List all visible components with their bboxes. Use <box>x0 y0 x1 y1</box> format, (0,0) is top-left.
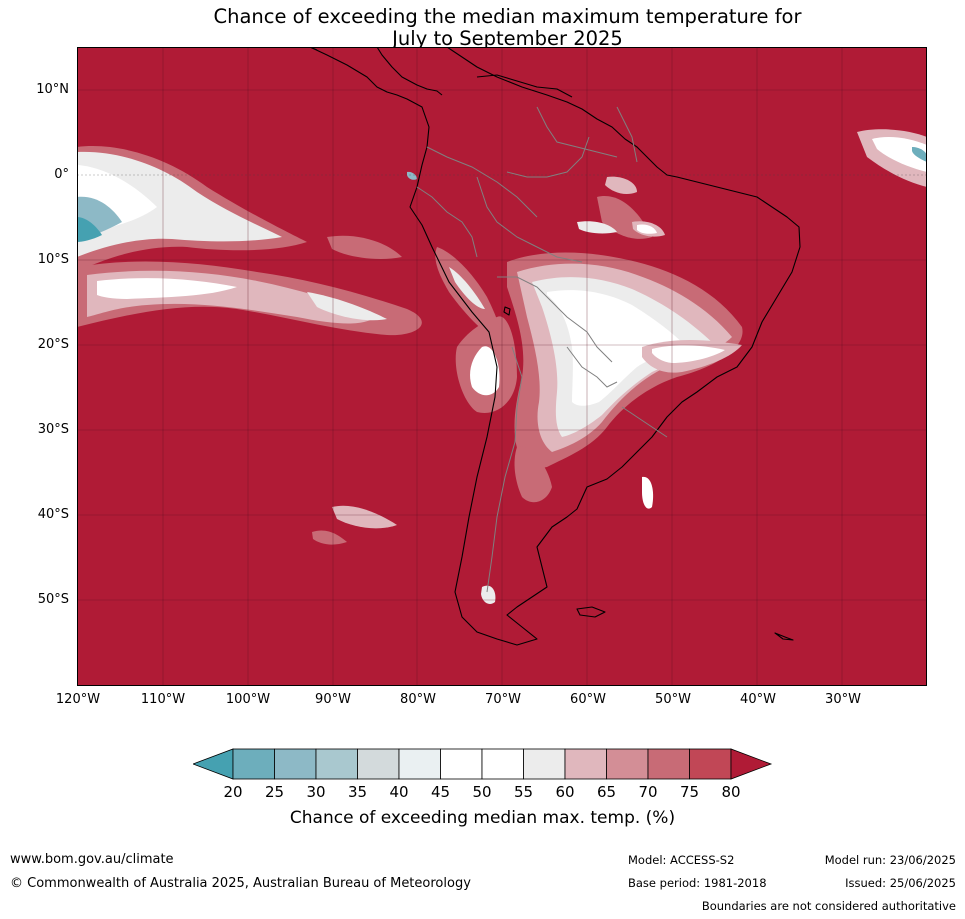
footer-issued: Issued: 25/06/2025 <box>845 876 956 890</box>
footer-base-period: Base period: 1981-2018 <box>628 876 767 890</box>
lat-label-20s: 20°S <box>37 337 69 352</box>
footer-model-run: Model run: 23/06/2025 <box>824 853 956 867</box>
colorbar-cell <box>357 748 400 780</box>
lat-label-50s: 50°S <box>37 592 69 607</box>
lat-label-40s: 40°S <box>37 507 69 522</box>
colorbar-tick-label: 75 <box>679 783 700 801</box>
lon-label-80w: 80°W <box>400 692 436 707</box>
lon-label-120w: 120°W <box>55 692 101 707</box>
colorbar-tick-label: 50 <box>472 783 492 801</box>
colorbar-cell <box>274 748 317 780</box>
colorbar-cell <box>398 748 441 780</box>
pacific-anomaly-region <box>77 129 927 545</box>
colorbar-tick-label: 70 <box>638 783 658 801</box>
colorbar-cell <box>481 748 524 780</box>
footer-website: www.bom.gov.au/climate <box>10 852 174 867</box>
falkland-islands <box>576 606 606 618</box>
lat-label-10n: 10°N <box>36 82 69 97</box>
colorbar-cell <box>440 748 483 780</box>
colorbar-cell <box>647 748 690 780</box>
lon-label-60w: 60°W <box>570 692 606 707</box>
south-america-coastline <box>309 47 801 646</box>
colorbar-cell <box>523 748 566 780</box>
lat-label-10s: 10°S <box>37 252 69 267</box>
footer-model: Model: ACCESS-S2 <box>628 853 735 867</box>
coastlines <box>309 47 801 646</box>
colorbar-tick-label: 65 <box>596 783 617 801</box>
lon-label-70w: 70°W <box>485 692 521 707</box>
lon-label-110w: 110°W <box>140 692 186 707</box>
lat-label-0: 0° <box>54 167 69 182</box>
colorbar-extend-low <box>193 748 234 780</box>
colorbar-tick-label: 55 <box>513 783 534 801</box>
map-title-line-2: July to September 2025 <box>392 27 623 50</box>
colorbar <box>193 748 773 780</box>
lake-titicaca <box>503 306 511 316</box>
colorbar-tick-label: 45 <box>430 783 451 801</box>
graticule <box>77 47 927 686</box>
colorbar-tick-label: 30 <box>306 783 326 801</box>
country-borders <box>416 106 668 593</box>
colorbar-tick-label: 20 <box>223 783 243 801</box>
map-frame <box>77 47 927 686</box>
colorbar-extend-high <box>730 748 773 780</box>
lat-label-30s: 30°S <box>37 422 69 437</box>
colorbar-tick-label: 40 <box>389 783 409 801</box>
colorbar-label: Chance of exceeding median max. temp. (%… <box>289 808 676 828</box>
caribbean-coastline <box>476 74 573 98</box>
colorbar-cell <box>606 748 649 780</box>
colorbar-tick-label: 35 <box>347 783 368 801</box>
lon-label-40w: 40°W <box>740 692 776 707</box>
lon-label-50w: 50°W <box>655 692 691 707</box>
lon-label-100w: 100°W <box>225 692 271 707</box>
colorbar-cell <box>689 748 732 780</box>
colorbar-tick-label: 60 <box>555 783 575 801</box>
colorbar-cell <box>315 748 358 780</box>
colorbar-cell <box>232 748 275 780</box>
colorbar-tick-label: 25 <box>264 783 285 801</box>
lon-label-90w: 90°W <box>315 692 351 707</box>
footer-disclaimer: Boundaries are not considered authoritat… <box>701 899 956 913</box>
colorbar-tick-label: 80 <box>721 783 741 801</box>
south-america-anomaly-region <box>407 171 743 605</box>
probability-map <box>77 47 927 686</box>
colorbar-cell <box>564 748 607 780</box>
lon-label-30w: 30°W <box>825 692 861 707</box>
south-georgia <box>774 632 794 641</box>
map-title-line-1: Chance of exceeding the median maximum t… <box>213 5 802 28</box>
footer-copyright: © Commonwealth of Australia 2025, Austra… <box>10 876 471 891</box>
